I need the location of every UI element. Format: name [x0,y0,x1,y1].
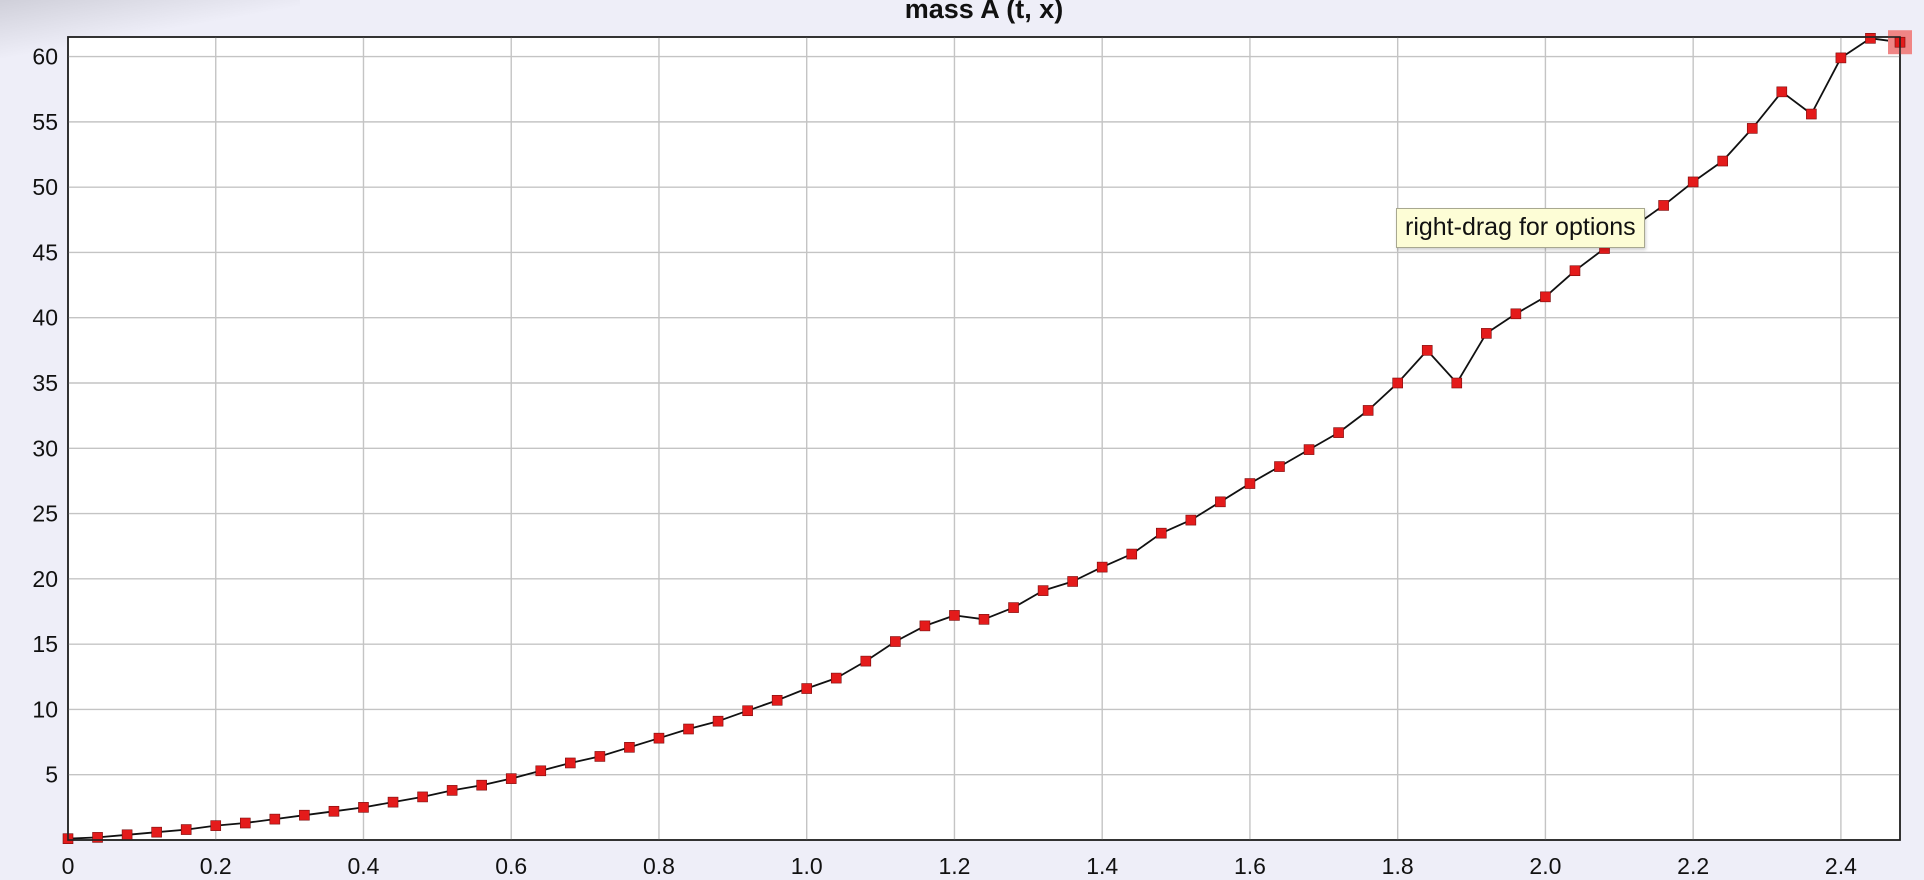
plot-border [67,36,1901,841]
data-point[interactable] [269,813,281,825]
y-tick-label: 45 [32,239,58,265]
data-point[interactable] [151,826,162,838]
data-point[interactable] [1481,328,1492,339]
x-tick-label: 0.6 [495,853,527,879]
data-point[interactable] [1126,548,1138,560]
data-point[interactable] [1451,377,1463,389]
x-tick-label: 2.4 [1825,853,1857,879]
data-point[interactable] [1717,155,1729,167]
data-point[interactable] [358,802,369,813]
data-point[interactable] [535,765,547,777]
y-tick-label: 50 [32,174,58,200]
y-tick-label: 10 [32,696,58,722]
y-tick-label: 20 [32,566,58,592]
data-point[interactable] [565,757,576,769]
data-point[interactable] [446,785,458,796]
x-tick-label: 2.2 [1677,853,1709,879]
x-tick-label: 1.2 [938,853,970,879]
data-point[interactable] [683,723,694,735]
data-point[interactable] [949,610,960,621]
data-point[interactable] [1274,461,1285,472]
data-point[interactable] [653,732,665,744]
data-point[interactable] [1037,585,1049,596]
data-point[interactable] [417,791,428,803]
data-point[interactable] [594,751,606,762]
data-point[interactable] [1333,427,1344,438]
x-tick-label: 1.8 [1382,853,1414,879]
y-tick-label: 30 [32,435,58,461]
y-tick-label: 15 [32,631,58,657]
x-tick-label: 2.0 [1529,853,1561,879]
data-point[interactable] [1185,514,1197,526]
data-point[interactable] [1362,405,1374,416]
data-point[interactable] [239,817,251,829]
x-tick-label: 0.4 [347,853,379,879]
data-point[interactable] [1303,444,1315,455]
data-point[interactable] [1510,308,1522,320]
x-tick-label: 0.2 [200,853,232,879]
plot-area[interactable] [67,36,1901,841]
data-point[interactable] [476,779,487,791]
data-point[interactable] [978,614,990,625]
data-point[interactable] [1569,265,1581,277]
data-point[interactable] [1806,108,1817,120]
data-point[interactable] [1244,478,1256,489]
y-tick-label: 60 [32,44,58,70]
data-point[interactable] [1746,123,1758,134]
data-point[interactable] [919,620,931,632]
data-point[interactable] [1776,86,1788,98]
grid [68,37,1900,840]
data-point[interactable] [624,741,635,753]
data-point[interactable] [742,705,753,717]
data-point[interactable] [1687,176,1699,188]
x-axis: 0 0.2 0.4 0.6 0.8 1.0 1.2 1.4 1.6 1.8 2.0 2.2 2.4 [62,853,1857,879]
data-point[interactable] [1215,496,1226,508]
data-point[interactable] [1392,377,1403,389]
data-point[interactable] [505,773,517,784]
data-point[interactable] [328,805,340,817]
data-point[interactable] [801,683,813,694]
x-tick-label: 0 [62,853,75,879]
data-point[interactable] [1865,33,1876,44]
data-point[interactable] [860,655,872,667]
chart-title: mass A (t, x) [905,0,1064,24]
x-tick-label: 1.6 [1234,853,1266,879]
data-point[interactable] [180,824,192,835]
data-point[interactable] [1540,291,1551,303]
data-point[interactable] [1658,200,1669,211]
data-point[interactable] [299,809,310,821]
y-tick-label: 35 [32,370,58,396]
data-point[interactable] [210,820,222,831]
x-tick-label: 1.0 [791,853,823,879]
data-point[interactable] [1835,52,1847,64]
data-point[interactable] [1155,527,1167,539]
data-point[interactable] [1008,602,1019,613]
data-point[interactable] [1421,345,1433,356]
data-point[interactable] [1096,561,1108,573]
data-point[interactable] [712,715,724,727]
data-point[interactable] [92,832,103,843]
data-point[interactable] [121,829,133,841]
y-tick-label: 5 [45,762,58,788]
data-point[interactable] [830,672,842,684]
data-point[interactable] [771,694,783,706]
data-point[interactable] [890,636,901,647]
y-axis: 5 10 15 20 25 30 35 40 45 50 55 60 [32,44,58,788]
data-point[interactable] [1067,576,1078,587]
data-point[interactable] [387,796,399,808]
x-tick-label: 1.4 [1086,853,1118,879]
x-tick-label: 0.8 [643,853,675,879]
y-tick-label: 40 [32,305,58,331]
tooltip: right-drag for options [1396,208,1645,248]
y-tick-label: 25 [32,501,58,527]
y-tick-label: 55 [32,109,58,135]
